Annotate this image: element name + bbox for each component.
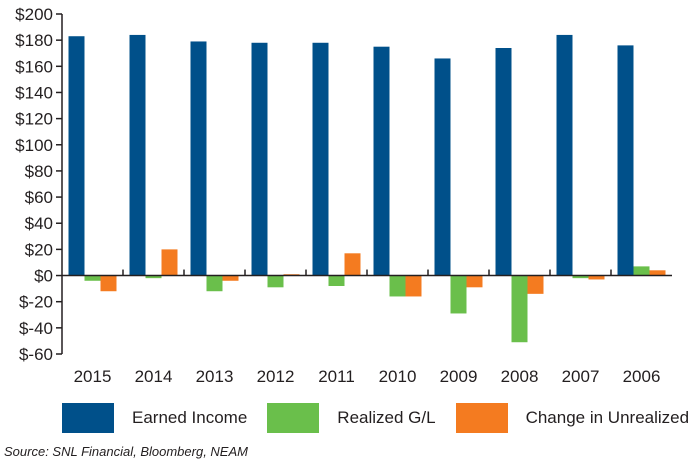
y-tick-label-neg40: $-40 [19,319,53,338]
legend-swatch-change-unrealized-gl [455,403,508,433]
bar-earned-income-2014 [129,34,146,276]
bar-realized-g-l-2012 [267,275,284,288]
bar-change-in-unrealized-g-l-2014 [161,249,178,276]
x-tick-label-2015: 2015 [74,367,112,386]
source-note: Source: SNL Financial, Bloomberg, NEAM [4,444,248,459]
bar-realized-g-l-2009 [450,275,467,314]
y-tick-label-neg20: $-20 [19,293,53,312]
y-axis-ticks: $200 $180 $160 $140 $120 $100 $80 $60 $40 $20 $0 $-… [15,5,62,364]
bar-earned-income-2013 [190,41,207,276]
bar-earned-income-2012 [251,42,268,276]
bar-earned-income-2008 [495,48,512,276]
bars [68,34,666,343]
bar-change-in-unrealized-g-l-2006 [649,270,666,276]
y-tick-label-140: $140 [15,83,53,102]
y-tick-label-100: $100 [15,136,53,155]
bar-realized-g-l-2006 [633,266,650,276]
y-tick-label-180: $180 [15,31,53,50]
y-tick-label-40: $40 [25,214,53,233]
bar-change-in-unrealized-g-l-2011 [344,253,361,276]
legend-swatch-realized-gl [267,403,320,433]
x-tick-label-2011: 2011 [318,367,355,386]
bar-earned-income-2011 [312,42,329,276]
legend-label-earned-income: Earned Income [132,408,248,427]
x-tick-label-2012: 2012 [257,367,295,386]
x-tick-label-2008: 2008 [501,367,539,386]
bar-change-in-unrealized-g-l-2015 [100,275,117,292]
legend-item-earned-income: Earned Income [62,403,247,433]
y-tick-label-160: $160 [15,57,53,76]
bar-earned-income-2015 [68,36,85,276]
bar-realized-g-l-2010 [389,275,406,297]
bar-change-in-unrealized-g-l-2013 [222,275,239,281]
bar-change-in-unrealized-g-l-2009 [466,275,483,288]
y-tick-label-60: $60 [25,188,53,207]
y-tick-label-120: $120 [15,110,53,129]
legend-swatch-earned-income [62,403,114,433]
x-tick-label-2013: 2013 [196,367,234,386]
y-tick-label-neg60: $-60 [19,345,53,364]
y-tick-label-80: $80 [25,162,53,181]
bar-realized-g-l-2008 [511,275,528,343]
legend-item-change-unrealized-gl: Change in Unrealized G/L [455,403,689,433]
x-tick-label-2009: 2009 [440,367,478,386]
x-tick-label-2007: 2007 [562,367,600,386]
legend-label-realized-gl: Realized G/L [337,408,436,427]
legend-item-realized-gl: Realized G/L [267,403,436,433]
bar-realized-g-l-2007 [572,275,589,279]
bar-earned-income-2010 [373,46,390,276]
bar-earned-income-2006 [617,45,634,276]
bar-change-in-unrealized-g-l-2010 [405,275,422,297]
bar-earned-income-2009 [434,58,451,276]
y-tick-label-20: $20 [25,240,53,259]
bar-earned-income-2007 [556,34,573,276]
x-tick-label-2014: 2014 [135,367,173,386]
bar-realized-g-l-2015 [84,275,101,281]
legend-label-change-unrealized-gl: Change in Unrealized G/L [525,408,689,427]
x-axis-ticks: 2015 2014 2013 2012 2011 2010 2009 2008 2007 2006 [74,269,661,386]
bar-change-in-unrealized-g-l-2008 [527,275,544,294]
x-tick-label-2006: 2006 [623,367,661,386]
bar-realized-g-l-2011 [328,275,345,286]
bar-realized-g-l-2013 [206,275,223,292]
x-tick-label-2010: 2010 [379,367,417,386]
legend: Earned Income Realized G/L Change in Unr… [62,403,689,433]
y-tick-label-200: $200 [15,5,53,24]
bar-realized-g-l-2014 [145,275,162,279]
bar-change-in-unrealized-g-l-2007 [588,275,605,280]
y-tick-label-0: $0 [34,267,53,286]
